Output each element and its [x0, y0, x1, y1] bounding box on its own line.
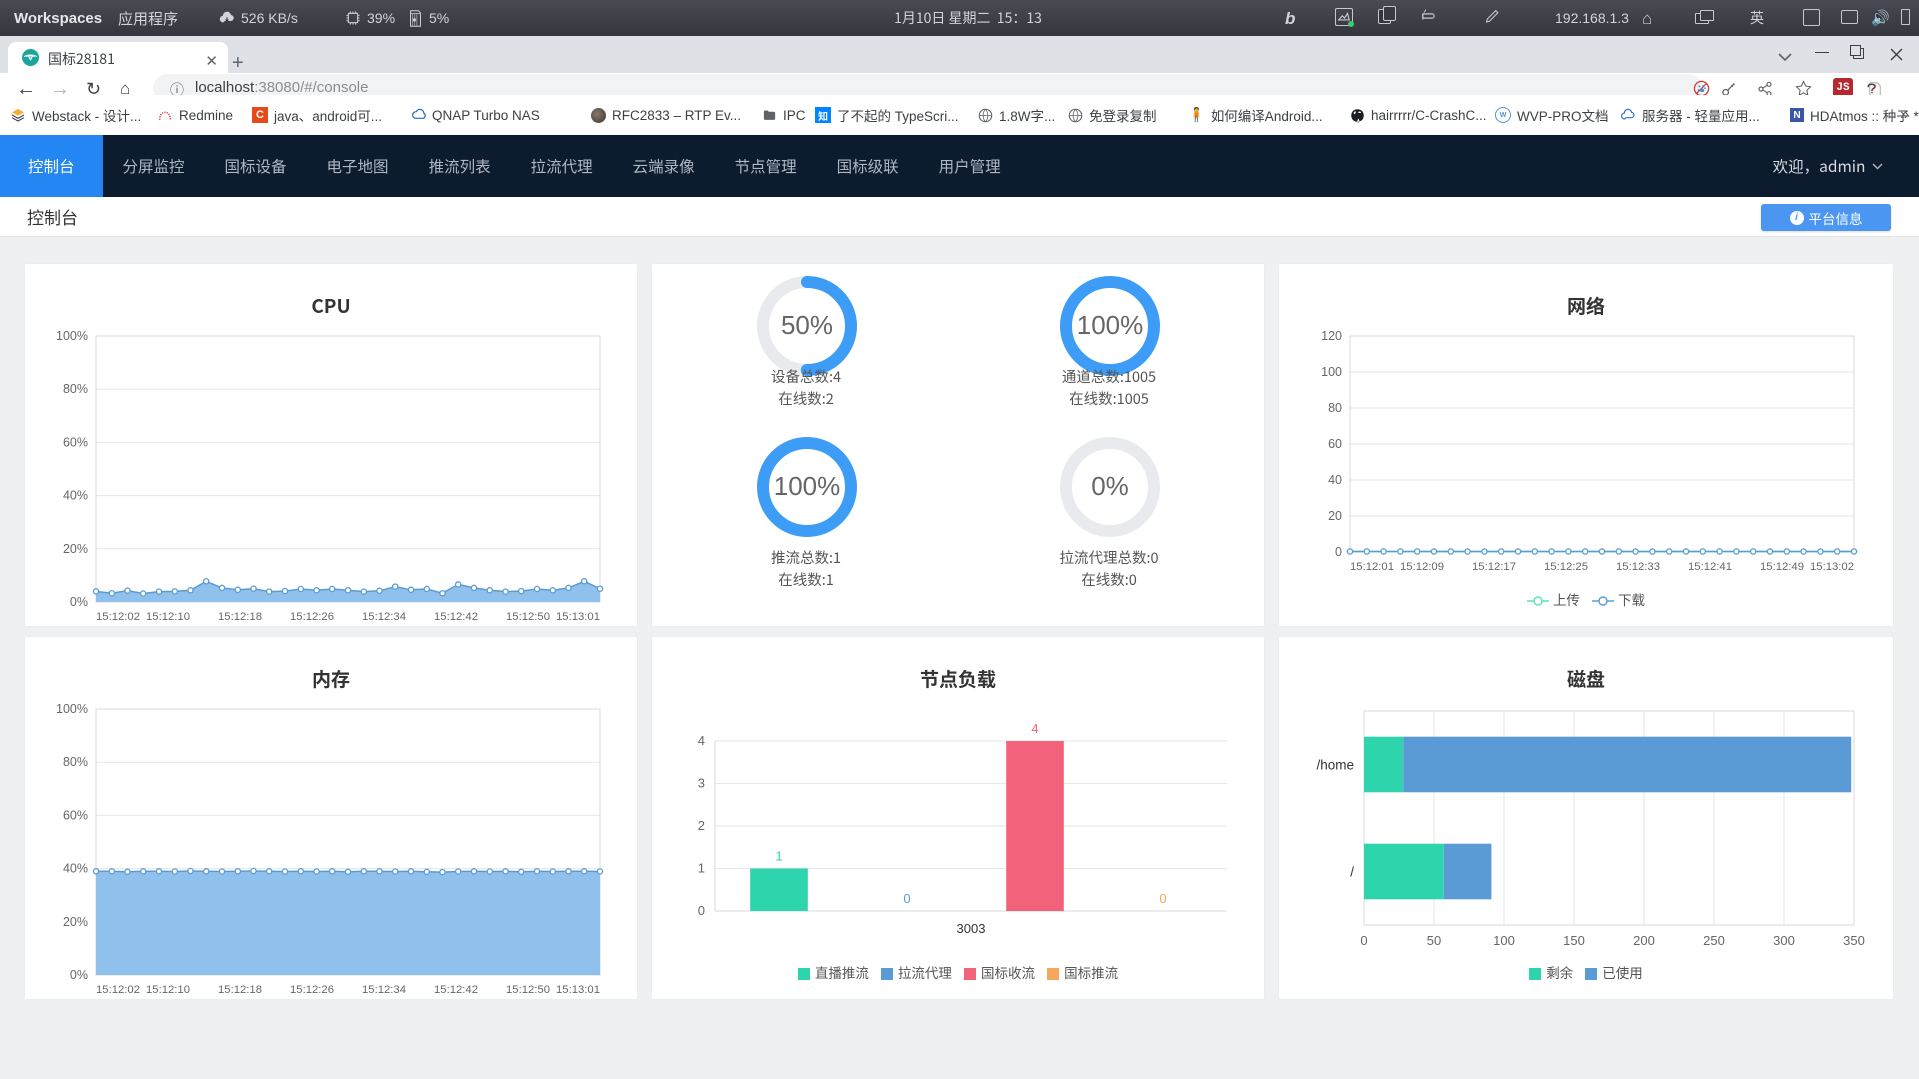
svg-text:15:12:34: 15:12:34: [362, 611, 406, 623]
svg-text:20%: 20%: [63, 542, 88, 556]
svg-text:40%: 40%: [63, 862, 88, 876]
svg-text:100%: 100%: [1077, 310, 1144, 340]
svg-text:0: 0: [698, 903, 705, 918]
svg-text:200: 200: [1633, 933, 1655, 948]
svg-text:15:12:42: 15:12:42: [434, 611, 478, 623]
svg-text:15:12:26: 15:12:26: [290, 984, 334, 996]
svg-text:15:12:50: 15:12:50: [506, 984, 550, 996]
svg-text:80%: 80%: [63, 755, 88, 769]
svg-text:15:12:18: 15:12:18: [218, 611, 262, 623]
svg-text:100%: 100%: [774, 471, 841, 501]
svg-text:1: 1: [698, 861, 705, 876]
svg-text:100: 100: [1493, 933, 1515, 948]
svg-text:15:12:02: 15:12:02: [96, 984, 140, 996]
svg-text:/: /: [1350, 865, 1354, 880]
svg-text:80: 80: [1328, 401, 1342, 415]
svg-text:15:12:26: 15:12:26: [290, 611, 334, 623]
svg-text:0: 0: [903, 891, 910, 906]
svg-text:80%: 80%: [63, 382, 88, 396]
svg-text:15:12:33: 15:12:33: [1616, 561, 1660, 573]
svg-text:2: 2: [698, 818, 705, 833]
svg-text:15:12:34: 15:12:34: [362, 984, 406, 996]
svg-text:0: 0: [1335, 545, 1342, 559]
svg-text:60%: 60%: [63, 435, 88, 449]
svg-text:15:13:02: 15:13:02: [1810, 561, 1854, 573]
svg-text:0%: 0%: [70, 595, 88, 609]
svg-text:4: 4: [698, 733, 705, 748]
svg-text:100: 100: [1321, 365, 1342, 379]
svg-text:0: 0: [1360, 933, 1367, 948]
svg-text:15:12:25: 15:12:25: [1544, 561, 1588, 573]
svg-text:3: 3: [698, 776, 705, 791]
svg-text:0%: 0%: [1091, 471, 1129, 501]
svg-text:300: 300: [1773, 933, 1795, 948]
svg-text:15:12:01: 15:12:01: [1350, 561, 1394, 573]
svg-text:15:12:09: 15:12:09: [1400, 561, 1444, 573]
svg-text:0: 0: [1159, 891, 1166, 906]
svg-text:60: 60: [1328, 437, 1342, 451]
svg-text:15:13:01: 15:13:01: [556, 611, 600, 623]
svg-text:60%: 60%: [63, 808, 88, 822]
svg-text:50%: 50%: [781, 310, 833, 340]
svg-text:15:13:01: 15:13:01: [556, 984, 600, 996]
svg-text:40%: 40%: [63, 489, 88, 503]
svg-text:250: 250: [1703, 933, 1725, 948]
svg-text:40: 40: [1328, 473, 1342, 487]
svg-text:15:12:10: 15:12:10: [146, 984, 190, 996]
svg-text:15:12:41: 15:12:41: [1688, 561, 1732, 573]
svg-text:15:12:49: 15:12:49: [1760, 561, 1804, 573]
svg-text:0%: 0%: [70, 968, 88, 982]
svg-text:15:12:42: 15:12:42: [434, 984, 478, 996]
svg-text:150: 150: [1563, 933, 1585, 948]
svg-text:4: 4: [1031, 721, 1038, 736]
svg-text:100%: 100%: [56, 329, 88, 343]
svg-text:20%: 20%: [63, 915, 88, 929]
svg-text:15:12:50: 15:12:50: [506, 611, 550, 623]
svg-text:15:12:02: 15:12:02: [96, 611, 140, 623]
svg-text:3003: 3003: [957, 921, 986, 936]
svg-text:50: 50: [1427, 933, 1441, 948]
svg-text:120: 120: [1321, 329, 1342, 343]
svg-text:15:12:10: 15:12:10: [146, 611, 190, 623]
svg-text:/home: /home: [1316, 758, 1354, 773]
svg-text:15:12:17: 15:12:17: [1472, 561, 1516, 573]
svg-text:350: 350: [1843, 933, 1865, 948]
svg-text:15:12:18: 15:12:18: [218, 984, 262, 996]
svg-text:100%: 100%: [56, 702, 88, 716]
svg-text:1: 1: [775, 849, 782, 864]
svg-text:20: 20: [1328, 509, 1342, 523]
